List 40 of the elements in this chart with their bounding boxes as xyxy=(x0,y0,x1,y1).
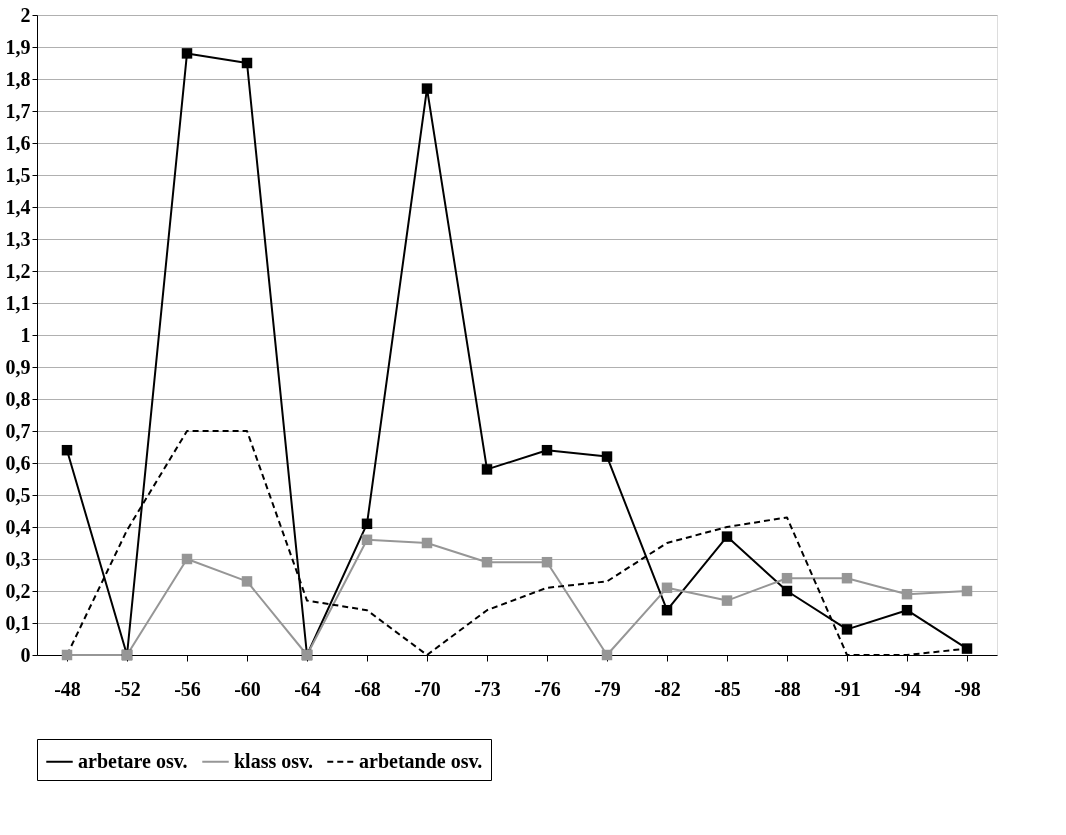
legend-label: klass osv. xyxy=(234,749,313,772)
y-tick-label: 0,1 xyxy=(5,611,31,634)
x-tick-label: -88 xyxy=(774,677,801,700)
x-tick-label: -48 xyxy=(54,677,81,700)
y-tick-label: 0,3 xyxy=(5,547,31,570)
x-tick-label: -94 xyxy=(894,677,921,700)
y-tick-label: 1,4 xyxy=(5,195,31,218)
y-tick-label: 0,5 xyxy=(5,483,31,506)
x-tick-label: -64 xyxy=(294,677,321,700)
x-tick-label: -73 xyxy=(474,677,501,700)
x-tick-label: -82 xyxy=(654,677,681,700)
x-tick-label: -68 xyxy=(354,677,381,700)
x-tick-label: -52 xyxy=(114,677,141,700)
y-tick-label: 1,2 xyxy=(5,259,31,282)
x-tick-label: -79 xyxy=(594,677,621,700)
y-tick-label: 1,6 xyxy=(5,131,31,154)
y-tick-label: 1,8 xyxy=(5,67,31,90)
x-tick-label: -76 xyxy=(534,677,561,700)
y-tick-label: 0,2 xyxy=(5,579,31,602)
y-tick-label: 0,9 xyxy=(5,355,31,378)
y-tick-label: 1,7 xyxy=(5,99,31,122)
y-tick-label: 0 xyxy=(20,643,31,666)
y-tick-label: 1,1 xyxy=(5,291,31,314)
y-tick-label: 0,7 xyxy=(5,419,31,442)
legend-label: arbetare osv. xyxy=(78,749,188,772)
legend-label: arbetande osv. xyxy=(359,749,483,772)
y-tick-label: 2 xyxy=(20,3,31,26)
x-tick-label: -98 xyxy=(954,677,981,700)
y-tick-label: 1,9 xyxy=(5,35,31,58)
y-tick-label: 0,4 xyxy=(5,515,31,538)
y-tick-label: 1,3 xyxy=(5,227,31,250)
x-tick-label: -70 xyxy=(414,677,441,700)
x-tick-label: -56 xyxy=(174,677,201,700)
y-tick-label: 1,5 xyxy=(5,163,31,186)
x-tick-label: -85 xyxy=(714,677,741,700)
y-tick-label: 1 xyxy=(20,323,31,346)
y-tick-label: 0,6 xyxy=(5,451,31,474)
y-tick-label: 0,8 xyxy=(5,387,31,410)
x-tick-label: -91 xyxy=(834,677,861,700)
x-tick-label: -60 xyxy=(234,677,261,700)
